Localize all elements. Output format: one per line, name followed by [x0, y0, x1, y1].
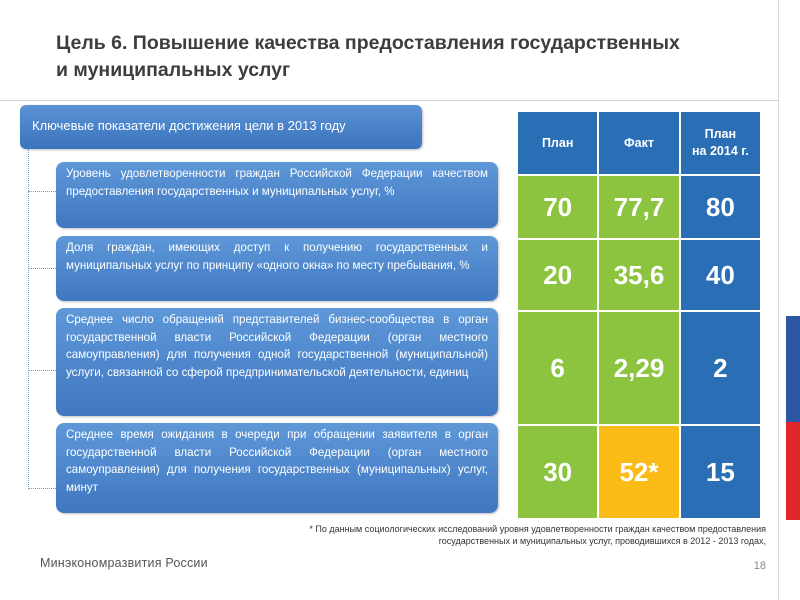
indicator-item: Среднее время ожидания в очереди при обр…: [56, 423, 498, 513]
indicator-item: Среднее число обращений представителей б…: [56, 308, 498, 416]
page-number: 18: [753, 560, 766, 572]
tree-connector-branch: [28, 370, 56, 371]
table-header-row: План Факт План на 2014 г.: [515, 110, 763, 176]
table-row: 30 52* 15: [515, 424, 763, 520]
footer-logo-text: Минэкономразвития России: [40, 556, 208, 570]
slide-title: Цель 6. Повышение качества предоставлени…: [56, 30, 776, 84]
cell-fact: 77,7: [597, 174, 681, 240]
cell-plan: 30: [515, 424, 600, 520]
title-underline: [0, 100, 778, 101]
table-row: 6 2,29 2: [515, 310, 763, 426]
header-fact: Факт: [597, 110, 681, 176]
indicators-table: План Факт План на 2014 г. 70 77,7 80 20 …: [515, 110, 763, 520]
header-plan: План: [515, 110, 600, 176]
header-plan-2014-line1: План: [704, 127, 737, 141]
cell-fact: 2,29: [597, 310, 681, 426]
indicators-header: Ключевые показатели достижения цели в 20…: [20, 105, 422, 149]
cell-plan-2014: 40: [678, 238, 763, 312]
cell-fact-highlight: 52*: [597, 424, 681, 520]
cell-plan-2014: 15: [678, 424, 763, 520]
table-row: 20 35,6 40: [515, 238, 763, 312]
footnote: * По данным социологических исследований…: [309, 524, 766, 546]
tree-connector-vertical: [28, 149, 29, 489]
title-line-2: и муниципальных услуг: [56, 59, 291, 81]
tree-connector-branch: [28, 191, 56, 192]
indicator-item: Уровень удовлетворенности граждан Россий…: [56, 162, 498, 228]
cell-plan-2014: 80: [678, 174, 763, 240]
indicator-item: Доля граждан, имеющих доступ к получению…: [56, 236, 498, 301]
cell-plan: 6: [515, 310, 600, 426]
cell-plan: 70: [515, 174, 600, 240]
cell-fact: 35,6: [597, 238, 681, 312]
flag-stripe-blue: [786, 316, 800, 422]
cell-plan: 20: [515, 238, 600, 312]
flag-stripe-red: [786, 422, 800, 520]
header-plan-2014-line2: на 2014 г.: [691, 144, 749, 158]
title-line-1: Цель 6. Повышение качества предоставлени…: [56, 32, 680, 54]
header-plan-2014: План на 2014 г.: [678, 110, 763, 176]
cell-plan-2014: 2: [678, 310, 763, 426]
tree-connector-branch: [28, 488, 56, 489]
table-row: 70 77,7 80: [515, 174, 763, 240]
tree-connector-branch: [28, 268, 56, 269]
right-divider-line: [778, 0, 779, 600]
flag-stripe-white: [786, 0, 800, 316]
